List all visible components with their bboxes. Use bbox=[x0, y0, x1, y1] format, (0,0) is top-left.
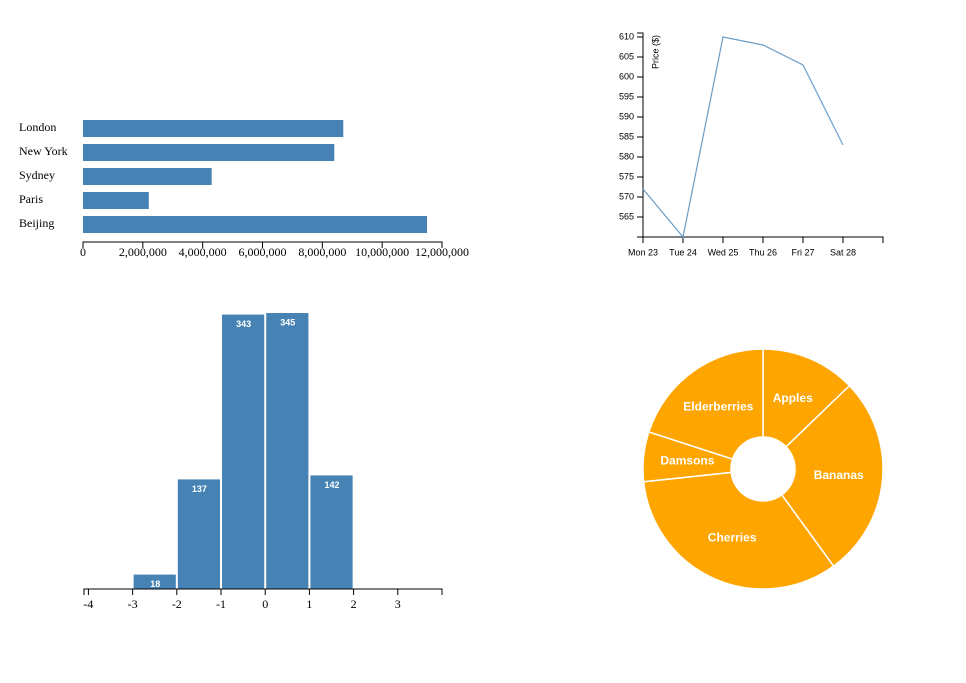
bar bbox=[83, 192, 149, 209]
y-tick-label: 570 bbox=[619, 191, 634, 201]
category-label: New York bbox=[19, 144, 68, 158]
y-tick-label: 605 bbox=[619, 51, 634, 61]
y-tick-label: 585 bbox=[619, 131, 634, 141]
histogram-bar bbox=[177, 479, 221, 589]
x-tick-label: Thu 26 bbox=[749, 247, 777, 257]
slice-label: Cherries bbox=[708, 531, 757, 545]
slice-label: Apples bbox=[773, 391, 813, 405]
y-tick-label: 580 bbox=[619, 151, 634, 161]
x-tick-label: 2 bbox=[351, 597, 357, 611]
pie-slice bbox=[642, 471, 835, 590]
category-label: Beijing bbox=[19, 216, 54, 230]
x-tick-label: 4,000,000 bbox=[179, 245, 227, 259]
pie-slice bbox=[647, 348, 764, 461]
bar bbox=[83, 216, 428, 233]
x-tick-label: -1 bbox=[216, 597, 226, 611]
x-tick-label: Tue 24 bbox=[669, 247, 697, 257]
y-tick-label: 600 bbox=[619, 71, 634, 81]
x-tick-label: -2 bbox=[172, 597, 182, 611]
y-tick-label: 575 bbox=[619, 171, 634, 181]
histogram-bar bbox=[133, 574, 176, 589]
bar bbox=[83, 168, 212, 185]
histogram-bar bbox=[266, 313, 309, 589]
x-tick-label: Mon 23 bbox=[628, 247, 658, 257]
x-tick-label: 2,000,000 bbox=[119, 245, 167, 259]
y-tick-label: 565 bbox=[619, 211, 634, 221]
x-tick-label: -3 bbox=[128, 597, 138, 611]
bar-value-label: 345 bbox=[280, 317, 295, 327]
y-tick-label: 610 bbox=[619, 31, 634, 41]
category-label: Paris bbox=[19, 192, 43, 206]
slice-label: Damsons bbox=[660, 453, 714, 467]
histogram-bar bbox=[310, 475, 353, 589]
bar-value-label: 343 bbox=[236, 319, 251, 329]
pie-slice bbox=[780, 384, 884, 568]
slice-label: Bananas bbox=[814, 468, 864, 482]
x-tick-label: Fri 27 bbox=[791, 247, 814, 257]
histogram-bar bbox=[222, 314, 265, 589]
category-label: Sydney bbox=[19, 168, 55, 182]
category-label: London bbox=[19, 120, 56, 134]
price-line bbox=[642, 36, 844, 239]
pie-slice bbox=[762, 348, 851, 448]
x-tick-label: 1 bbox=[306, 597, 312, 611]
bar bbox=[83, 120, 344, 137]
x-tick-label: 12,000,000 bbox=[415, 245, 469, 259]
x-tick-label: 6,000,000 bbox=[239, 245, 287, 259]
x-tick-label: 0 bbox=[80, 245, 86, 259]
y-tick-label: 590 bbox=[619, 111, 634, 121]
bar bbox=[83, 144, 335, 161]
x-tick-label: Wed 25 bbox=[708, 247, 739, 257]
slice-label: Elderberries bbox=[683, 400, 753, 414]
x-tick-label: 10,000,000 bbox=[355, 245, 409, 259]
x-tick-label: Sat 28 bbox=[830, 247, 856, 257]
x-tick-label: 3 bbox=[395, 597, 401, 611]
x-tick-label: 0 bbox=[262, 597, 268, 611]
bar-value-label: 142 bbox=[324, 480, 339, 490]
x-tick-label: -4 bbox=[83, 597, 93, 611]
y-axis-label: Price ($) bbox=[650, 35, 660, 69]
bar-value-label: 137 bbox=[192, 484, 207, 494]
bar-value-label: 18 bbox=[150, 579, 160, 589]
y-axis bbox=[637, 32, 644, 238]
x-axis bbox=[83, 588, 443, 595]
y-tick-label: 595 bbox=[619, 91, 634, 101]
x-tick-label: 8,000,000 bbox=[298, 245, 346, 259]
